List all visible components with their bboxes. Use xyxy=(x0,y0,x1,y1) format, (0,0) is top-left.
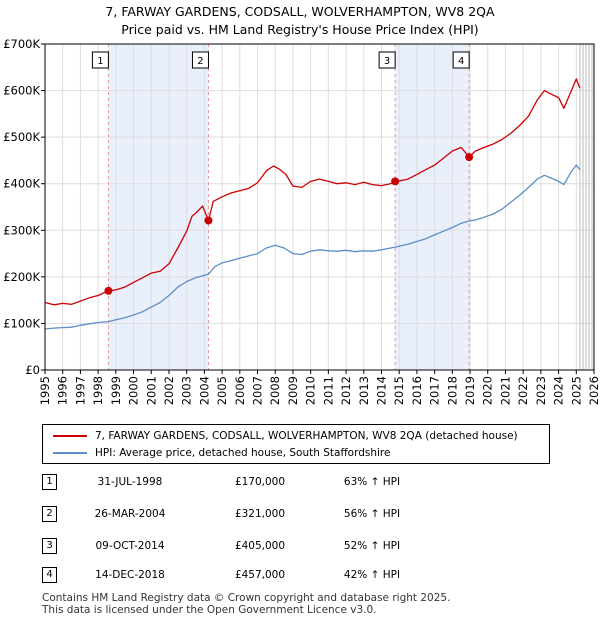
x-tick-label: 1996 xyxy=(56,376,70,405)
chart-legend: 7, FARWAY GARDENS, CODSALL, WOLVERHAMPTO… xyxy=(42,424,550,464)
x-tick-label: 2015 xyxy=(392,376,406,405)
chart-title-line2: Price paid vs. HM Land Registry's House … xyxy=(121,22,479,37)
x-tick-label: 2000 xyxy=(127,376,141,405)
y-tick-label: £600K xyxy=(3,84,40,98)
sale-point xyxy=(104,286,113,295)
y-tick-label: £100K xyxy=(3,316,40,330)
x-tick-label: 2019 xyxy=(463,376,477,405)
x-tick-label: 2016 xyxy=(410,376,424,405)
transaction-date: 26-MAR-2004 xyxy=(94,508,166,520)
sale-number-label: 1 xyxy=(97,56,103,67)
x-tick-label: 2020 xyxy=(481,376,495,405)
sale-point xyxy=(465,153,474,162)
transaction-number: 1 xyxy=(42,474,57,490)
sale-number-label: 2 xyxy=(197,56,203,67)
x-tick-label: 2005 xyxy=(215,376,229,405)
sale-number-box xyxy=(378,51,396,69)
y-tick-label: £0 xyxy=(25,363,40,377)
transaction-hpi-change: 52% ↑ HPI xyxy=(343,540,401,552)
legend-item-property: 7, FARWAY GARDENS, CODSALL, WOLVERHAMPTO… xyxy=(53,430,518,442)
shaded-ownership-period xyxy=(108,44,209,370)
transaction-row: 3 09-OCT-2014 £405,000 52% ↑ HPI xyxy=(42,538,582,558)
transaction-price: £405,000 xyxy=(234,540,286,552)
footer-copyright: Contains HM Land Registry data © Crown c… xyxy=(42,592,451,604)
x-tick-label: 2012 xyxy=(339,376,353,405)
sale-number-box xyxy=(191,51,209,69)
transaction-row: 1 31-JUL-1998 £170,000 63% ↑ HPI xyxy=(42,474,582,494)
transaction-row: 2 26-MAR-2004 £321,000 56% ↑ HPI xyxy=(42,506,582,526)
transaction-date: 31-JUL-1998 xyxy=(97,476,163,488)
x-tick-label: 2001 xyxy=(144,376,158,405)
x-tick-label: 2003 xyxy=(180,376,194,405)
property-price-line xyxy=(44,78,581,306)
x-tick-label: 2014 xyxy=(374,376,388,405)
x-tick-label: 1997 xyxy=(73,376,87,405)
sale-number-box xyxy=(91,51,109,69)
sale-number-box xyxy=(452,51,470,69)
x-tick-label: 2010 xyxy=(304,376,318,405)
x-tick-label: 1999 xyxy=(109,376,123,405)
x-tick-label: 2023 xyxy=(534,376,548,405)
legend-swatch-hpi xyxy=(53,452,87,454)
forecast-hatch xyxy=(578,44,594,370)
y-tick-label: £300K xyxy=(3,223,40,237)
x-tick-label: 2022 xyxy=(516,376,530,405)
sale-number-label: 3 xyxy=(384,56,390,67)
x-tick-label: 2024 xyxy=(552,376,566,405)
x-tick-label: 2017 xyxy=(428,376,442,405)
x-tick-label: 2006 xyxy=(233,376,247,405)
transaction-price: £321,000 xyxy=(234,508,286,520)
x-tick-label: 2009 xyxy=(286,376,300,405)
x-tick-label: 2026 xyxy=(587,376,600,405)
x-tick-label: 2007 xyxy=(251,376,265,405)
transaction-hpi-change: 42% ↑ HPI xyxy=(343,569,401,581)
y-tick-label: £500K xyxy=(3,130,40,144)
legend-label-property: 7, FARWAY GARDENS, CODSALL, WOLVERHAMPTO… xyxy=(95,430,518,442)
transaction-price: £170,000 xyxy=(234,476,286,488)
x-tick-label: 1998 xyxy=(91,376,105,405)
y-tick-label: £200K xyxy=(3,270,40,284)
sale-point xyxy=(391,177,400,186)
x-tick-label: 2013 xyxy=(357,376,371,405)
legend-item-hpi: HPI: Average price, detached house, Sout… xyxy=(53,447,390,459)
transaction-number: 2 xyxy=(42,506,57,522)
transaction-date: 14-DEC-2018 xyxy=(95,569,165,581)
x-tick-label: 2011 xyxy=(321,376,335,405)
transaction-hpi-change: 63% ↑ HPI xyxy=(343,476,401,488)
x-tick-label: 2018 xyxy=(445,376,459,405)
x-tick-label: 2004 xyxy=(197,376,211,405)
plot-border xyxy=(44,43,595,371)
price-chart: 1 2 3 4 £0 £100K £200K £300K £400K £500K £600K £700… xyxy=(3,37,600,405)
transaction-number: 3 xyxy=(42,538,57,554)
sale-point xyxy=(204,216,213,225)
x-tick-label: 2002 xyxy=(162,376,176,405)
transaction-date: 09-OCT-2014 xyxy=(95,540,165,552)
x-tick-label: 1995 xyxy=(38,376,52,405)
x-tick-label: 2025 xyxy=(569,376,583,405)
x-tick-label: 2008 xyxy=(268,376,282,405)
transaction-hpi-change: 56% ↑ HPI xyxy=(343,508,401,520)
sale-number-label: 4 xyxy=(458,56,464,67)
footer-license: This data is licensed under the Open Gov… xyxy=(42,604,377,616)
transaction-row: 4 14-DEC-2018 £457,000 42% ↑ HPI xyxy=(42,567,582,587)
chart-title-line1: 7, FARWAY GARDENS, CODSALL, WOLVERHAMPTO… xyxy=(105,4,495,19)
y-tick-label: £700K xyxy=(3,37,40,51)
transaction-number: 4 xyxy=(42,567,57,583)
legend-swatch-property xyxy=(53,435,87,437)
shaded-ownership-period xyxy=(395,44,470,370)
hpi-line xyxy=(44,164,581,330)
y-tick-label: £400K xyxy=(3,177,40,191)
transaction-price: £457,000 xyxy=(234,569,286,581)
legend-label-hpi: HPI: Average price, detached house, Sout… xyxy=(95,447,391,459)
x-tick-label: 2021 xyxy=(498,376,512,405)
